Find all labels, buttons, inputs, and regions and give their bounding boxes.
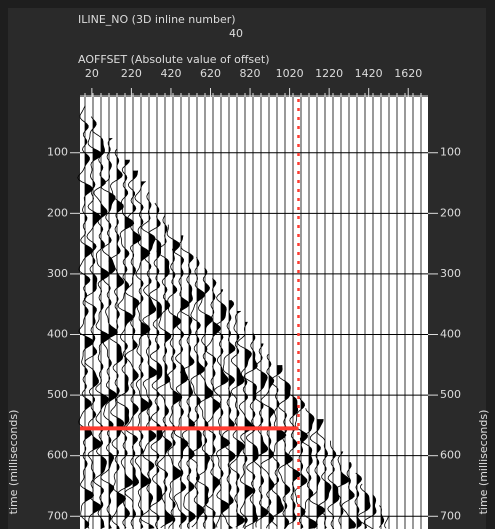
wiggle-fill xyxy=(125,159,134,529)
wiggle xyxy=(166,224,183,529)
wiggle-fill xyxy=(181,235,190,529)
wiggle xyxy=(309,419,325,528)
plot-area xyxy=(80,97,428,529)
x-tick-label: 1020 xyxy=(276,67,304,80)
wiggle xyxy=(221,299,236,529)
wiggle-fill xyxy=(149,192,158,529)
wiggle-fill xyxy=(213,278,221,529)
wiggle xyxy=(316,429,332,529)
wiggle xyxy=(363,494,377,529)
x-tick-label: 220 xyxy=(121,67,142,80)
wiggle-fill xyxy=(309,408,318,529)
wiggle-fill xyxy=(157,202,163,529)
wiggle xyxy=(156,213,174,529)
wiggle xyxy=(243,332,259,529)
wiggle-fill xyxy=(229,300,236,529)
wiggle xyxy=(148,202,163,529)
wiggle-fill xyxy=(197,257,205,529)
wiggle-fill xyxy=(85,105,94,529)
wiggle xyxy=(229,310,245,528)
wiggle-fill xyxy=(277,365,286,529)
y-tick-label-right: 500 xyxy=(440,388,461,401)
wiggle-fill xyxy=(285,375,293,529)
x-axis-label: AOFFSET (Absolute value of offset) xyxy=(78,53,270,66)
wiggle xyxy=(124,170,142,529)
wiggle xyxy=(237,321,254,528)
wiggle-fill xyxy=(93,116,102,529)
wiggle xyxy=(188,256,206,528)
y-tick-label: 200 xyxy=(47,206,68,219)
wiggle xyxy=(269,365,287,528)
wiggle xyxy=(260,354,275,529)
wiggle-fill xyxy=(269,354,274,529)
x-tick-label: 820 xyxy=(240,67,261,80)
wiggle-fill xyxy=(293,386,301,529)
wiggle-fill xyxy=(325,429,331,529)
y-tick-label: 400 xyxy=(47,328,68,341)
wiggle xyxy=(341,462,356,529)
wiggle xyxy=(195,267,214,529)
wiggle-fill xyxy=(141,181,150,529)
y-tick-label: 100 xyxy=(47,146,68,159)
y-tick-label-right: 400 xyxy=(440,328,461,341)
x-tick-label: 620 xyxy=(200,67,221,80)
x-tick-label: 1220 xyxy=(315,67,343,80)
x-tick-label: 420 xyxy=(160,67,181,80)
y-tick-label: 300 xyxy=(47,267,68,280)
wiggle xyxy=(356,483,371,529)
wiggle xyxy=(204,278,221,529)
wiggle xyxy=(83,116,103,529)
y-tick-label-right: 700 xyxy=(440,509,461,522)
wiggle-fill xyxy=(333,440,339,529)
wiggle xyxy=(283,386,301,529)
x-tick-label: 20 xyxy=(85,67,99,80)
wiggle-fill xyxy=(373,494,377,529)
wiggle xyxy=(171,235,190,528)
wiggle xyxy=(134,181,151,528)
y-tick-label-right: 100 xyxy=(440,146,461,159)
wiggle xyxy=(108,148,127,529)
header-value: 40 xyxy=(229,27,243,40)
x-tick-label: 1620 xyxy=(394,67,422,80)
wiggle xyxy=(179,246,196,529)
y-axis-label: time (milliseconds) xyxy=(7,410,20,515)
y-tick-label-right: 200 xyxy=(440,206,461,219)
y-axis-label-right: time (milliseconds) xyxy=(477,410,490,515)
wiggle-fill xyxy=(165,213,174,529)
wiggle-fill xyxy=(133,170,142,529)
wiggle xyxy=(91,127,111,528)
y-tick-label-right: 300 xyxy=(440,267,461,280)
y-tick-label: 500 xyxy=(47,388,68,401)
wiggle xyxy=(213,289,231,528)
traces xyxy=(77,97,422,529)
header-label: ILINE_NO (3D inline number) xyxy=(78,13,236,26)
wiggle xyxy=(334,451,350,528)
wiggle-fill xyxy=(117,148,126,529)
wiggle xyxy=(139,191,158,529)
wiggle-fill xyxy=(109,138,118,529)
wiggle-fill xyxy=(245,321,254,529)
y-tick-label: 600 xyxy=(47,449,68,462)
wiggle-fill xyxy=(349,462,356,529)
y-tick-label-right: 600 xyxy=(440,449,461,462)
wiggle-fill xyxy=(317,419,325,529)
wiggle xyxy=(384,516,389,529)
wiggle xyxy=(77,105,95,529)
y-tick-label: 700 xyxy=(47,509,68,522)
x-tick-label: 1420 xyxy=(355,67,383,80)
wiggle-fill xyxy=(365,483,371,529)
wiggle xyxy=(354,472,363,528)
wiggle xyxy=(252,343,269,528)
wiggle xyxy=(277,375,293,529)
wiggle xyxy=(299,408,318,529)
